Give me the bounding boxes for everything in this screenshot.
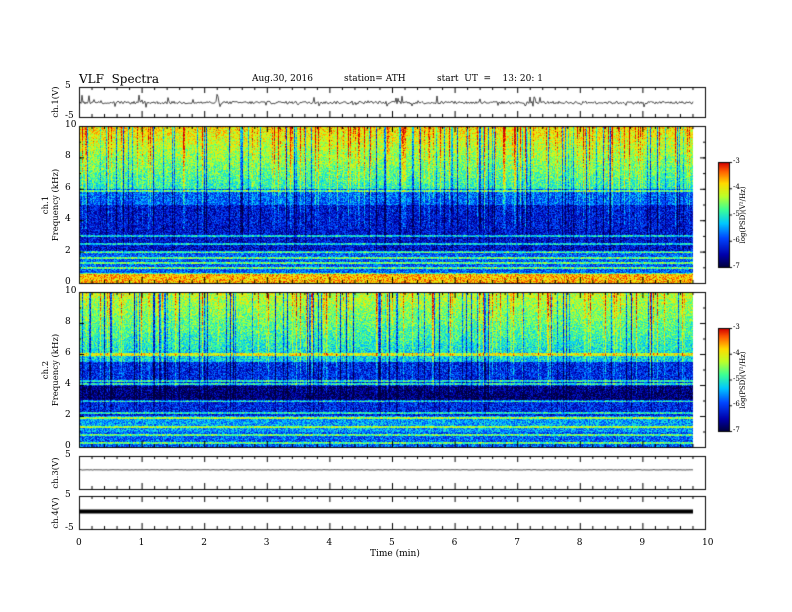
x-tick-6: 6 — [451, 538, 458, 548]
x-tick-5: 5 — [389, 538, 395, 548]
ch2-spec-ytick-6: 6 — [65, 348, 71, 358]
ch1-wave-ytick-m5: -5 — [65, 111, 74, 121]
x-tick-4: 4 — [326, 538, 333, 548]
ch2-spec-ytick-8: 8 — [65, 317, 71, 327]
x-tick-3: 3 — [263, 538, 270, 548]
ch2-colorbar-cbtick-m5: -5 — [733, 374, 740, 383]
x-tick-10: 10 — [702, 538, 714, 548]
ch1-wave-ytick-5: 5 — [65, 81, 71, 91]
ch2-spec-ytick-4: 4 — [65, 379, 71, 389]
x-axis-label: Time (min) — [370, 549, 420, 559]
ch1-colorbar-cbtick-m6: -6 — [733, 235, 740, 244]
x-tick-7: 7 — [514, 538, 520, 548]
start-time-label: start UT = 13: 20: 1 — [437, 74, 543, 84]
ch2-colorbar-cbtick-m6: -6 — [733, 400, 740, 409]
ch1-voltage-ylabel: ch.1(V) — [51, 86, 61, 118]
ch2-colorbar-label: log(PSD)(V²/Hz) — [739, 351, 747, 408]
x-tick-1: 1 — [138, 538, 145, 548]
ch2-colorbar-cbtick-m4: -4 — [733, 348, 740, 357]
ch1-colorbar-cbtick-m4: -4 — [733, 183, 740, 192]
x-tick-9: 9 — [639, 538, 646, 548]
ch1-colorbar-cbtick-m5: -5 — [733, 209, 740, 218]
ch1-spec-ytick-8: 8 — [65, 151, 71, 162]
ch1-frequency-ylabel: ch.1 Frequency (kHz) — [41, 168, 61, 241]
ch1-spec-ytick-6: 6 — [65, 182, 71, 193]
ch4-wave-ytick-m5: -5 — [65, 523, 74, 533]
ch2-spec-ytick-10: 10 — [65, 286, 77, 296]
ch4-wave-ytick-5: 5 — [65, 490, 71, 500]
x-tick-8: 8 — [576, 538, 583, 548]
ch1-spec-ytick-0: 0 — [65, 277, 71, 287]
ch1-colorbar-cbtick-m7: -7 — [733, 262, 740, 270]
ch1-colorbar-cbtick-m3: -3 — [733, 157, 740, 165]
ch1-colorbar-label: log(PSD)(V²/Hz) — [739, 186, 747, 243]
ch2-spec-ytick-2: 2 — [65, 410, 71, 420]
x-tick-0: 0 — [76, 538, 82, 548]
ch2-colorbar-cbtick-m3: -3 — [733, 323, 740, 331]
ch4-voltage-ylabel: ch.4(V) — [51, 496, 61, 529]
date-label: Aug.30, 2016 — [252, 74, 313, 84]
ch2-colorbar-cbtick-m7: -7 — [733, 426, 740, 434]
ch2-frequency-ylabel: ch.2 Frequency (kHz) — [41, 333, 61, 406]
ch1-spec-ytick-2: 2 — [65, 245, 71, 256]
ch1-spec-ytick-10: 10 — [65, 120, 77, 130]
x-tick-2: 2 — [201, 538, 207, 548]
chart-title: VLF Spectra — [79, 72, 160, 86]
ch2-spec-ytick-0: 0 — [65, 441, 71, 451]
station-label: station= ATH — [344, 74, 406, 84]
ch1-spec-ytick-4: 4 — [65, 214, 71, 225]
ch3-wave-ytick-5: 5 — [65, 450, 71, 460]
